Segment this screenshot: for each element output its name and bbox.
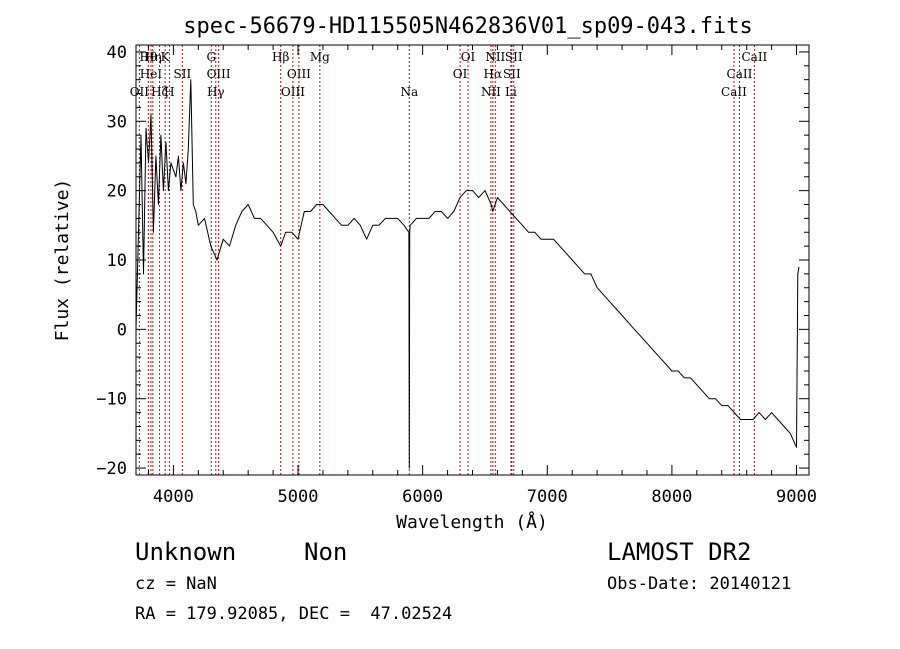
line-marker-label: Li (505, 85, 517, 99)
plot-frame (135, 44, 810, 476)
line-marker-label: NII (481, 85, 501, 99)
line-marker-label: Mg (310, 50, 330, 64)
line-marker-label: CaII (741, 50, 767, 64)
line-marker-label: SII (505, 50, 523, 64)
line-marker-label: Hα (484, 67, 503, 81)
spectral-class: Unknown (135, 538, 237, 566)
line-marker-label: SII (503, 67, 521, 81)
y-tick-label: 40 (107, 43, 127, 63)
x-tick-label: 5000 (278, 487, 319, 507)
line-marker-label: Hγ (207, 85, 225, 99)
spectrum-series-line (135, 79, 800, 469)
line-marker-label: SII (174, 67, 192, 81)
line-marker-label: Hζ (151, 85, 168, 99)
line-marker-label: CaII (727, 67, 753, 81)
y-tick-label: −10 (96, 390, 127, 410)
axis-ticks: 4000 5000 6000 7000 8000 9000 40 30 20 10 0 −10 −20 (96, 43, 817, 507)
observation-date: Obs-Date: 20140121 (607, 574, 792, 594)
line-marker-label: K (161, 50, 171, 64)
line-marker-label: OIII (287, 67, 311, 81)
line-marker-label: Na (400, 85, 418, 99)
line-marker-label: OIII (281, 85, 305, 99)
line-marker-label: HeI (140, 67, 163, 81)
redshift-cz: cz = NaN (135, 574, 217, 594)
x-tick-label: 4000 (153, 487, 194, 507)
y-tick-label: 0 (117, 320, 127, 340)
line-marker-label: OIII (207, 67, 231, 81)
x-tick-label: 7000 (527, 487, 568, 507)
line-marker-label: OI (461, 50, 476, 64)
chart-title: spec-56679-HD115505N462836V01_sp09-043.f… (183, 14, 753, 39)
x-axis-label: Wavelength (Å) (396, 511, 548, 533)
spectral-subclass: Non (304, 538, 348, 566)
emission-line-markers: OIIHθHeIHηHζKHSIIGHγOIIIHβOIIIOIIIMgNaOI… (130, 45, 768, 475)
line-marker-label: OII (130, 85, 150, 99)
line-marker-label: Hη (144, 50, 162, 64)
line-marker-label: Hβ (272, 50, 289, 64)
survey-name: LAMOST DR2 (607, 538, 752, 566)
y-tick-label: 30 (107, 112, 127, 132)
y-tick-label: 10 (107, 251, 127, 271)
y-tick-label: −20 (96, 459, 127, 479)
line-marker-label: CaII (721, 85, 747, 99)
line-marker-label: OI (453, 67, 468, 81)
line-marker-label: H (164, 85, 174, 99)
y-axis-label: Flux (relative) (52, 179, 73, 342)
line-marker-label: G (206, 50, 216, 64)
sky-coordinates: RA = 179.92085, DEC = 47.02524 (135, 604, 453, 624)
x-tick-label: 6000 (402, 487, 443, 507)
y-tick-label: 20 (107, 182, 127, 202)
line-marker-label: NII (485, 50, 505, 64)
x-tick-label: 9000 (776, 487, 817, 507)
x-tick-label: 8000 (651, 487, 692, 507)
